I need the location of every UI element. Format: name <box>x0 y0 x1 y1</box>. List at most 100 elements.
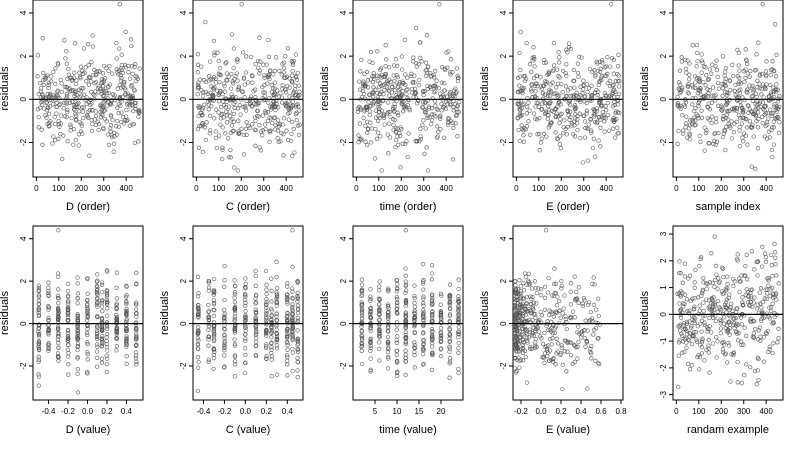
data-point <box>534 73 539 79</box>
data-point <box>44 115 49 120</box>
data-point <box>359 333 365 339</box>
data-point <box>59 81 64 86</box>
data-point <box>759 309 765 314</box>
data-point <box>513 283 518 288</box>
data-point <box>412 349 417 355</box>
data-point <box>224 77 229 83</box>
data-point <box>361 91 367 97</box>
data-point <box>776 281 781 286</box>
data-point <box>211 292 217 298</box>
data-point <box>548 89 554 94</box>
data-point <box>767 305 772 310</box>
data-point <box>269 82 274 88</box>
data-point <box>682 292 688 297</box>
data-point <box>92 93 97 98</box>
data-point <box>724 101 729 107</box>
data-point <box>724 360 730 365</box>
x-tick-label: 0 <box>194 184 199 193</box>
data-point <box>718 306 723 311</box>
data-point <box>709 297 715 302</box>
data-point <box>436 129 441 134</box>
data-point <box>731 351 736 356</box>
data-point <box>222 316 227 321</box>
x-tick-label: 5 <box>373 407 378 416</box>
data-point <box>65 139 70 144</box>
data-point <box>269 335 274 340</box>
data-point <box>720 266 726 271</box>
data-point <box>100 334 105 339</box>
data-point <box>536 286 541 291</box>
data-point <box>411 55 416 60</box>
data-point <box>92 81 97 86</box>
data-point <box>78 76 83 81</box>
data-point <box>55 334 61 339</box>
data-point <box>725 100 730 106</box>
data-point <box>359 316 365 321</box>
data-point <box>243 294 248 299</box>
data-point <box>214 145 219 151</box>
data-point <box>85 298 90 303</box>
data-point <box>99 328 105 334</box>
data-point <box>253 332 258 338</box>
data-point <box>114 67 119 72</box>
plot-frame <box>672 225 784 401</box>
data-point <box>75 336 80 341</box>
data-point <box>704 347 709 353</box>
data-point <box>250 104 255 109</box>
data-point <box>108 129 113 134</box>
data-point <box>554 303 560 308</box>
data-point <box>743 47 748 52</box>
x-tick-label: 0.2 <box>261 407 273 416</box>
data-point <box>85 311 90 317</box>
data-point <box>720 86 726 91</box>
data-point <box>99 289 105 295</box>
data-point <box>720 134 726 140</box>
data-point <box>759 264 765 269</box>
data-point <box>524 40 529 46</box>
data-point <box>377 302 382 307</box>
data-point <box>119 76 124 81</box>
data-point <box>515 297 520 302</box>
data-point <box>276 124 282 129</box>
data-point <box>382 73 388 79</box>
data-point <box>777 120 782 125</box>
data-point <box>613 79 619 84</box>
data-point <box>133 353 139 358</box>
data-point <box>95 344 100 349</box>
data-point <box>355 109 361 114</box>
data-point <box>719 107 724 113</box>
data-point <box>558 315 563 320</box>
data-point <box>684 321 690 327</box>
data-point <box>274 259 279 265</box>
data-point <box>542 57 547 63</box>
data-point <box>592 282 597 287</box>
data-point <box>565 50 570 55</box>
data-point <box>126 93 131 99</box>
data-point <box>423 60 429 65</box>
y-tick-label: 2 <box>499 278 508 283</box>
data-point <box>694 42 700 48</box>
data-point <box>430 308 435 314</box>
data-point <box>747 74 752 79</box>
data-point <box>435 124 440 129</box>
data-point <box>564 132 569 137</box>
data-point <box>363 139 368 144</box>
data-point <box>104 341 109 347</box>
data-point <box>59 89 65 95</box>
data-point <box>359 344 364 349</box>
data-point <box>266 54 272 59</box>
data-point <box>728 379 733 384</box>
plot-frame <box>32 0 144 178</box>
data-point <box>274 274 279 280</box>
data-point <box>706 337 711 343</box>
data-point <box>392 117 397 123</box>
data-point <box>519 332 524 338</box>
data-point <box>368 326 373 331</box>
data-point <box>284 128 289 133</box>
data-point <box>721 131 726 136</box>
data-point <box>741 131 747 136</box>
data-point <box>535 117 540 122</box>
data-point <box>456 324 461 330</box>
data-point <box>575 61 581 66</box>
